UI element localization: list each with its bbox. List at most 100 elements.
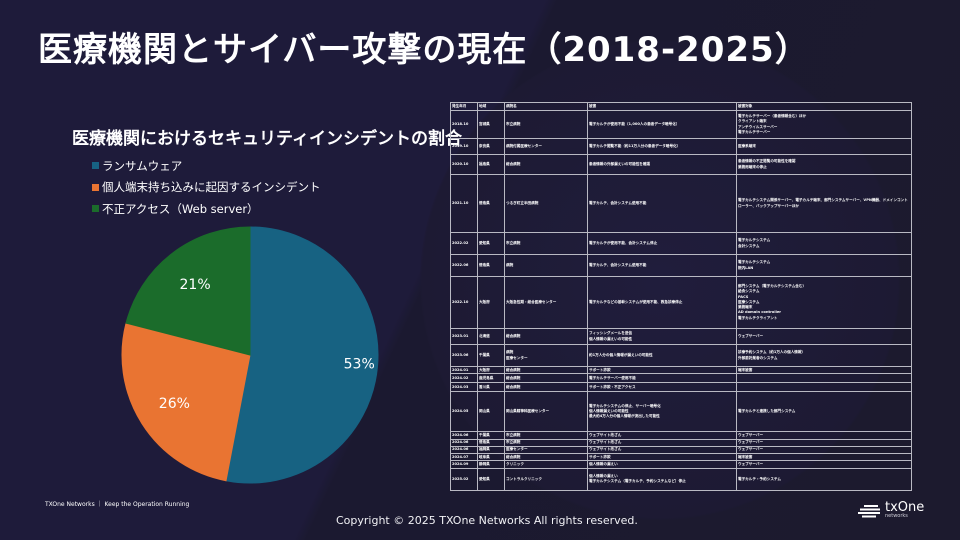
table-cell: ウェブサイト改ざん bbox=[587, 438, 737, 447]
legend-swatch bbox=[92, 205, 99, 213]
pie-slice-unauthorized-access bbox=[125, 226, 251, 356]
table-cell: 徳島県 bbox=[477, 174, 505, 233]
table-cell: 福岡県 bbox=[477, 445, 505, 455]
logo-text: txOne bbox=[885, 500, 925, 515]
table-cell: 徳島県 bbox=[477, 254, 505, 277]
table-cell: 電子カルテ、会計システム使用不能 bbox=[587, 254, 737, 277]
slide-title: 医療機関とサイバー攻撃の現在（2018-2025） bbox=[38, 30, 810, 70]
table-cell: 2018.10 bbox=[450, 110, 478, 139]
pie-slice-byod bbox=[121, 322, 251, 482]
table-row: 2025.02 愛知県 コントラルクリニック 個人情報の漏えい 電子カルテシステム（電… bbox=[450, 467, 912, 491]
pie-label-unauthorized-access: 21% bbox=[180, 277, 211, 293]
table-cell: 2022.10 bbox=[450, 276, 478, 329]
table-row: 2023.01 北海道 総合病院 フィッシングメールを送信 個人情報の漏えいの可能性ウ… bbox=[450, 328, 912, 345]
table-cell: 大阪急性期・総合医療センター bbox=[504, 276, 588, 329]
table-cell: 端末被害 bbox=[736, 453, 912, 462]
chart-legend: ランサムウェア 個人端末持ち込みに起因するインシデント 不正アクセス（Web s… bbox=[92, 155, 321, 220]
table-cell: 総合病院 bbox=[504, 365, 588, 375]
table-cell: 個人情報の漏えい 電子カルテシステム（電子カルテ、予約システムなど）停止 bbox=[587, 467, 737, 491]
table-row: 2024.02 鹿児島県 総合病院 電子カルテサーバー使用不能 bbox=[450, 373, 912, 384]
table-cell: 2022.02 bbox=[450, 232, 478, 255]
table-cell: 2023.01 bbox=[450, 328, 478, 345]
table-cell: 約1万人分の個人情報が漏えいの可能性 bbox=[587, 344, 737, 367]
table-cell: サポート詐欺 bbox=[587, 365, 737, 375]
table-row: 2024.01 大阪府 総合病院 サポート詐欺 端末被害 bbox=[450, 365, 912, 375]
table-row: 2019.10 奈良県 病院付属医療センター 電子カルテ閲覧不能（約11万人分の患者デ… bbox=[450, 138, 912, 155]
table-cell: ウェブサイト改ざん bbox=[587, 445, 737, 455]
table-cell: 2024.06 bbox=[450, 438, 478, 447]
table-cell: 市立病院 bbox=[504, 431, 588, 440]
table-cell: 患者情報の不正閲覧の可能性を確認 業務用端末の停止 bbox=[736, 154, 912, 175]
table-cell: 岡山県精神科医療センター bbox=[504, 391, 588, 433]
table-row: 2022.02 愛知県 市立病院 電子カルテが使用不能、会計システム停止 電子カルテシス… bbox=[450, 232, 912, 255]
table-header-cell: 被害 bbox=[587, 102, 737, 111]
incident-table: 発生年月 地域 病院名 被害 被害対象 2018.10 宮城県 市立病院 電子カルテが使用不能… bbox=[450, 102, 912, 491]
table-cell: 鹿児島県 bbox=[477, 373, 505, 384]
table-cell: 病院 bbox=[504, 254, 588, 277]
table-cell: 患者情報の外部漏えいの可能性を確認 bbox=[587, 154, 737, 175]
table-row: 2022.06 徳島県 病院 電子カルテ、会計システム使用不能 電子カルテシステム 院内… bbox=[450, 254, 912, 277]
pie-label-ransomware: 53% bbox=[344, 356, 375, 372]
table-cell: 香川県 bbox=[477, 382, 505, 393]
table-row: 2024.06 徳島県 市立病院 ウェブサイト改ざん ウェブサーバー bbox=[450, 438, 912, 447]
chart-title: 医療機関におけるセキュリティインシデントの割合 bbox=[72, 129, 462, 149]
table-row: 2024.03 香川県 総合病院 サポート詐欺・不正アクセス bbox=[450, 382, 912, 393]
pie-slice-ransomware bbox=[225, 226, 379, 484]
table-row: 2022.10 大阪府 大阪急性期・総合医療センター 電子カルテなどの基幹システムが使… bbox=[450, 276, 912, 329]
table-row: 2024.06 福岡県 医療センター ウェブサイト改ざん ウェブサーバー bbox=[450, 445, 912, 455]
table-cell: 奈良県 bbox=[477, 138, 505, 155]
table-cell: 端末被害 bbox=[736, 365, 912, 375]
table-cell: 病院付属医療センター bbox=[504, 138, 588, 155]
table-cell: サポート詐欺 bbox=[587, 453, 737, 462]
copyright-text: Copyright © 2025 TXOne Networks All righ… bbox=[336, 514, 638, 527]
table-cell: 総合病院 bbox=[504, 382, 588, 393]
table-cell: ウェブサーバー bbox=[736, 460, 912, 469]
table-cell: 2022.06 bbox=[450, 254, 478, 277]
table-cell: 静岡県 bbox=[477, 460, 505, 469]
table-cell: 2024.02 bbox=[450, 373, 478, 384]
table-cell: 2024.01 bbox=[450, 365, 478, 375]
table-cell: 2024.05 bbox=[450, 391, 478, 433]
table-cell: コントラルクリニック bbox=[504, 467, 588, 491]
logo-subtext: networks bbox=[885, 513, 908, 519]
table-cell: 福島県 bbox=[477, 154, 505, 175]
table-cell: つるぎ町立半田病院 bbox=[504, 174, 588, 233]
legend-item-byod: 個人端末持ち込みに起因するインシデント bbox=[92, 177, 321, 199]
legend-item-ransomware: ランサムウェア bbox=[92, 155, 321, 177]
table-cell: 電子カルテが使用不能（1,000人の患者データ暗号化） bbox=[587, 110, 737, 139]
table-row: 2023.06 千葉県 病院 医療センター 約1万人分の個人情報が漏えいの可能性 診療予… bbox=[450, 344, 912, 367]
table-cell: 部門システム（電子カルテシステム含む） 給食システム PACS 医療システム 業… bbox=[736, 276, 912, 329]
table-header-cell: 地域 bbox=[477, 102, 505, 111]
table-cell: ウェブサーバー bbox=[736, 445, 912, 455]
table-cell: 電子カルテシステム 院内LAN bbox=[736, 254, 912, 277]
table-header-cell: 発生年月 bbox=[450, 102, 478, 111]
table-cell: 岐阜県 bbox=[477, 453, 505, 462]
table-cell: フィッシングメールを送信 個人情報の漏えいの可能性 bbox=[587, 328, 737, 345]
table-row: 2024.06 千葉県 市立病院 ウェブサイト改ざん ウェブサーバー bbox=[450, 431, 912, 440]
table-cell: 2024.09 bbox=[450, 460, 478, 469]
table-cell: 千葉県 bbox=[477, 344, 505, 367]
table-cell: 電子カルテサーバー（患者情報含む）ほか クライアント端末 アンチウイルスサーバー… bbox=[736, 110, 912, 139]
legend-swatch bbox=[92, 162, 99, 170]
table-cell: 2023.06 bbox=[450, 344, 478, 367]
table-cell: 2024.06 bbox=[450, 431, 478, 440]
table-cell: 病院 医療センター bbox=[504, 344, 588, 367]
table-cell: 電子カルテと連携した部門システム bbox=[736, 391, 912, 433]
table-cell: 医療系端末 bbox=[736, 138, 912, 155]
table-cell: ウェブサーバー bbox=[736, 431, 912, 440]
table-cell: 電子カルテ閲覧不能（約11万人分の患者データ暗号化） bbox=[587, 138, 737, 155]
table-cell: 千葉県 bbox=[477, 431, 505, 440]
table-cell: 電子カルテシステムの停止、サーバー暗号化 個人情報漏えいの可能性 最大約4万人分… bbox=[587, 391, 737, 433]
table-cell: 2020.10 bbox=[450, 154, 478, 175]
table-cell: ウェブサーバー bbox=[736, 438, 912, 447]
table-row: 2021.10 徳島県 つるぎ町立半田病院 電子カルテ、会計システム使用不能 電子カルテ… bbox=[450, 174, 912, 233]
table-cell: 市立病院 bbox=[504, 110, 588, 139]
table-cell: 市立病院 bbox=[504, 438, 588, 447]
table-cell: 徳島県 bbox=[477, 438, 505, 447]
table-cell: 総合病院 bbox=[504, 328, 588, 345]
table-cell: 総合病院 bbox=[504, 154, 588, 175]
table-cell: 電子カルテシステム関係サーバー、電子カルテ端末、部門システムサーバー、VPN機器… bbox=[736, 174, 912, 233]
table-row: 2018.10 宮城県 市立病院 電子カルテが使用不能（1,000人の患者データ暗号化… bbox=[450, 110, 912, 139]
legend-item-unauthorized-access: 不正アクセス（Web server） bbox=[92, 198, 321, 220]
table-cell: 2021.10 bbox=[450, 174, 478, 233]
